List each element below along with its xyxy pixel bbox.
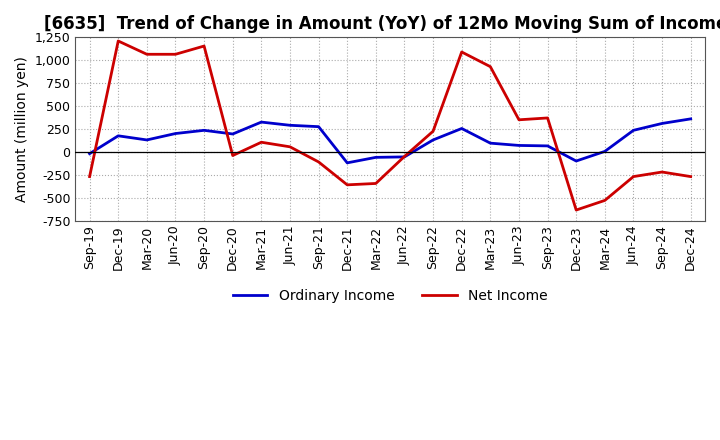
Ordinary Income (372, 155, 380, 160)
Ordinary Income (314, 124, 323, 129)
Net Income (515, 117, 523, 122)
Net Income (457, 49, 466, 55)
Net Income (429, 128, 438, 134)
Ordinary Income (228, 132, 237, 137)
Ordinary Income (600, 149, 609, 154)
Net Income (286, 144, 294, 150)
Ordinary Income (171, 131, 180, 136)
Net Income (658, 169, 667, 175)
Ordinary Income (658, 121, 667, 126)
Net Income (257, 139, 266, 145)
Net Income (400, 154, 409, 159)
Net Income (314, 159, 323, 165)
Net Income (572, 207, 580, 213)
Net Income (114, 38, 122, 44)
Net Income (343, 182, 351, 187)
Net Income (143, 51, 151, 57)
Legend: Ordinary Income, Net Income: Ordinary Income, Net Income (228, 284, 553, 309)
Ordinary Income (114, 133, 122, 139)
Net Income (171, 51, 180, 57)
Net Income (600, 198, 609, 203)
Line: Net Income: Net Income (89, 41, 690, 210)
Ordinary Income (572, 158, 580, 164)
Ordinary Income (343, 160, 351, 165)
Net Income (228, 153, 237, 158)
Ordinary Income (85, 151, 94, 156)
Ordinary Income (257, 119, 266, 125)
Net Income (686, 174, 695, 179)
Ordinary Income (515, 143, 523, 148)
Net Income (629, 174, 638, 179)
Y-axis label: Amount (million yen): Amount (million yen) (15, 56, 29, 202)
Ordinary Income (143, 137, 151, 143)
Net Income (199, 44, 208, 49)
Ordinary Income (400, 154, 409, 160)
Title: [6635]  Trend of Change in Amount (YoY) of 12Mo Moving Sum of Incomes: [6635] Trend of Change in Amount (YoY) o… (43, 15, 720, 33)
Ordinary Income (457, 126, 466, 131)
Ordinary Income (429, 137, 438, 143)
Ordinary Income (544, 143, 552, 149)
Net Income (372, 181, 380, 186)
Net Income (85, 174, 94, 179)
Ordinary Income (199, 128, 208, 133)
Ordinary Income (686, 116, 695, 121)
Ordinary Income (486, 140, 495, 146)
Net Income (544, 115, 552, 121)
Ordinary Income (286, 123, 294, 128)
Net Income (486, 64, 495, 69)
Ordinary Income (629, 128, 638, 133)
Line: Ordinary Income: Ordinary Income (89, 119, 690, 163)
